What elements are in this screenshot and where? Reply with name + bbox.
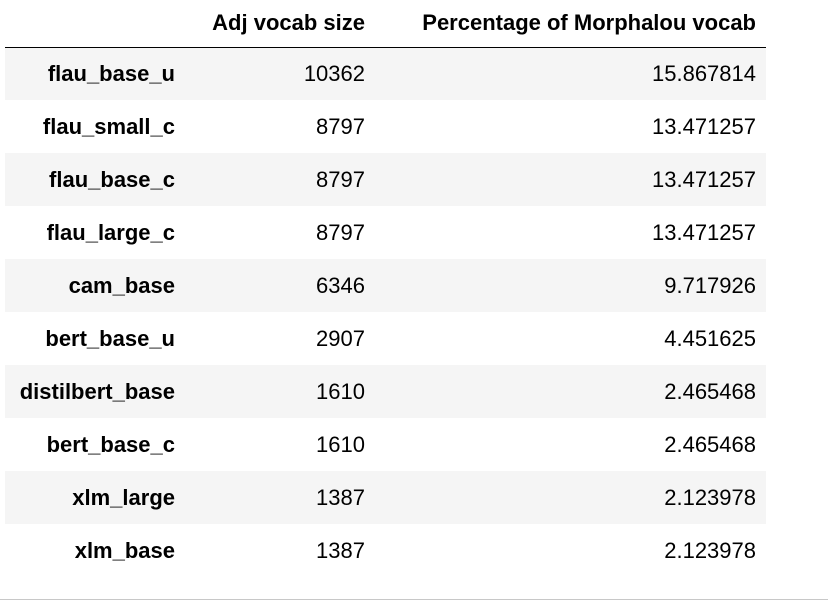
- row-index: flau_base_u: [47, 60, 175, 86]
- row-index: flau_base_c: [49, 166, 175, 192]
- table-row: flau_base_u 10362 15.867814: [5, 47, 766, 100]
- cell-percentage: 9.717926: [664, 272, 756, 298]
- row-index: xlm_large: [72, 484, 175, 510]
- cell-adj-vocab-size: 8797: [316, 219, 365, 245]
- column-header-percentage: Percentage of Morphalou vocab: [375, 0, 766, 48]
- table-row: flau_large_c 8797 13.471257: [5, 206, 766, 259]
- cell-adj-vocab-size: 8797: [316, 113, 365, 139]
- column-header-adj-vocab-size: Adj vocab size: [185, 0, 375, 48]
- table-body: flau_base_u 10362 15.867814 flau_small_c…: [5, 47, 766, 577]
- table-row: distilbert_base 1610 2.465468: [5, 365, 766, 418]
- table-row: bert_base_c 1610 2.465468: [5, 418, 766, 471]
- cell-adj-vocab-size: 1387: [316, 484, 365, 510]
- cell-percentage: 4.451625: [664, 325, 756, 351]
- table-row: xlm_base 1387 2.123978: [5, 524, 766, 577]
- cell-adj-vocab-size: 6346: [316, 272, 365, 298]
- cell-percentage: 15.867814: [652, 60, 756, 86]
- cell-percentage: 13.471257: [652, 166, 756, 192]
- cell-adj-vocab-size: 10362: [303, 60, 365, 86]
- row-index: bert_base_u: [45, 325, 175, 351]
- row-index: distilbert_base: [19, 378, 175, 404]
- table-row: cam_base 6346 9.717926: [5, 259, 766, 312]
- cell-adj-vocab-size: 2907: [316, 325, 365, 351]
- table-row: bert_base_u 2907 4.451625: [5, 312, 766, 365]
- table-header: Adj vocab size Percentage of Morphalou v…: [5, 0, 766, 48]
- cell-percentage: 2.123978: [664, 537, 756, 563]
- cell-adj-vocab-size: 1610: [316, 378, 365, 404]
- row-index: xlm_base: [74, 537, 175, 563]
- row-index: bert_base_c: [46, 431, 175, 457]
- output-bottom-divider: [0, 599, 828, 600]
- row-index: flau_small_c: [42, 113, 175, 139]
- row-index: flau_large_c: [46, 219, 175, 245]
- dataframe-table: Adj vocab size Percentage of Morphalou v…: [5, 0, 766, 577]
- table-row: flau_base_c 8797 13.471257: [5, 153, 766, 206]
- cell-percentage: 13.471257: [652, 113, 756, 139]
- cell-percentage: 2.465468: [664, 378, 756, 404]
- cell-percentage: 2.123978: [664, 484, 756, 510]
- index-header: [5, 0, 185, 48]
- header-row: Adj vocab size Percentage of Morphalou v…: [5, 0, 766, 48]
- cell-adj-vocab-size: 1610: [316, 431, 365, 457]
- table-row: flau_small_c 8797 13.471257: [5, 100, 766, 153]
- table-row: xlm_large 1387 2.123978: [5, 471, 766, 524]
- cell-percentage: 2.465468: [664, 431, 756, 457]
- cell-adj-vocab-size: 8797: [316, 166, 365, 192]
- cell-adj-vocab-size: 1387: [316, 537, 365, 563]
- cell-percentage: 13.471257: [652, 219, 756, 245]
- row-index: cam_base: [68, 272, 175, 298]
